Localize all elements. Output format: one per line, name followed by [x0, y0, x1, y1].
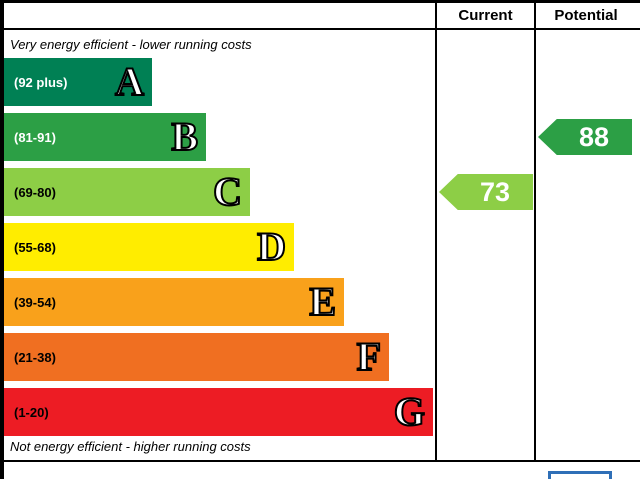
chart-header-spacer [4, 3, 437, 28]
band-a-letter: A [114, 59, 145, 105]
band-a-range: (92 plus) [14, 74, 68, 90]
band-b-range: (81-91) [14, 129, 56, 145]
band-list: (92 plus) A (81-91) B (69-80) C (55-68) … [4, 58, 435, 436]
bottom-caption: Not energy efficient - higher running co… [10, 439, 251, 454]
band-g: (1-20) G [4, 388, 433, 436]
band-f-letter: F [356, 334, 382, 380]
band-b: (81-91) B [4, 113, 206, 161]
potential-rating-value: 88 [578, 121, 610, 152]
band-c: (69-80) C [4, 168, 250, 216]
current-rating-arrow: 73 [439, 174, 533, 210]
band-e-range: (39-54) [14, 294, 56, 310]
current-column-header: Current [437, 3, 536, 28]
current-rating-value: 73 [479, 176, 511, 207]
band-g-letter: G [393, 389, 426, 435]
band-b-letter: B [170, 114, 199, 160]
current-column: 73 [437, 30, 536, 460]
band-e-letter: E [308, 279, 337, 325]
band-d-range: (55-68) [14, 239, 56, 255]
bands-area: Very energy efficient - lower running co… [4, 30, 437, 460]
band-d: (55-68) D [4, 223, 294, 271]
column-header-row: Current Potential [4, 3, 640, 30]
footer-strip [4, 462, 640, 479]
band-g-range: (1-20) [14, 404, 49, 420]
band-c-letter: C [212, 169, 243, 215]
band-f-range: (21-38) [14, 349, 56, 365]
eu-directive-box-fragment [548, 471, 612, 479]
band-e: (39-54) E [4, 278, 344, 326]
band-f: (21-38) F [4, 333, 389, 381]
band-a: (92 plus) A [4, 58, 152, 106]
chart-body: Very energy efficient - lower running co… [4, 30, 640, 462]
potential-column-header: Potential [554, 7, 618, 24]
band-c-range: (69-80) [14, 184, 56, 200]
band-d-letter: D [256, 224, 287, 270]
potential-column: 88 [536, 30, 636, 460]
potential-rating-arrow: 88 [538, 119, 632, 155]
top-caption: Very energy efficient - lower running co… [10, 37, 252, 52]
